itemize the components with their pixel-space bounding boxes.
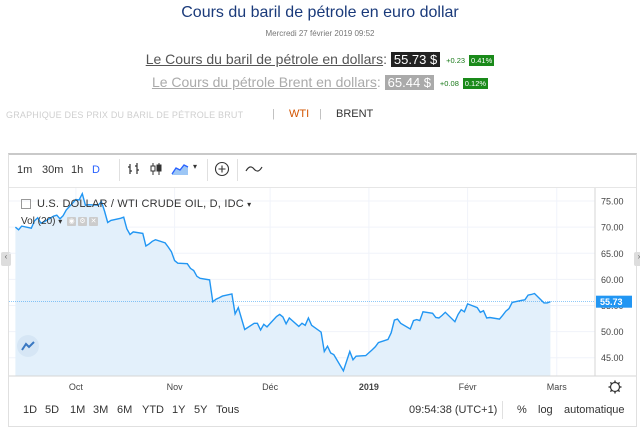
wti-quote-colon: : bbox=[383, 51, 387, 67]
brent-price-badge: 65.44 $ bbox=[384, 75, 435, 90]
page-title: Cours du baril de pétrole en euro dollar bbox=[181, 4, 459, 21]
chart-settings-icon-tooth bbox=[609, 381, 613, 385]
x-tick-label: 2019 bbox=[359, 382, 379, 392]
brent-quote-colon: : bbox=[376, 74, 381, 90]
interval-1h-button[interactable]: 1h bbox=[71, 164, 84, 176]
x-tick-label: Mars bbox=[547, 382, 567, 392]
candles-style-icon[interactable] bbox=[149, 162, 163, 179]
y-tick-label: 65.00 bbox=[601, 249, 624, 259]
range-all-button[interactable]: Tous bbox=[216, 404, 240, 416]
scroll-right-icon[interactable]: › bbox=[634, 252, 640, 266]
range-1m-button[interactable]: 1M bbox=[70, 404, 86, 416]
tradingview-logo-icon[interactable] bbox=[17, 335, 39, 357]
legend-title: U.S. DOLLAR / WTI CRUDE OIL, D, IDC ▾ bbox=[21, 198, 251, 210]
range-6m-button[interactable]: 6M bbox=[117, 404, 133, 416]
chart-settings-icon-tooth bbox=[609, 389, 613, 393]
chart-widget: ‹ › 1m 30m 1h D ▾ 75.00 70.00 65.00 60.00 55… bbox=[1, 153, 640, 427]
x-tick-label: Oct bbox=[69, 382, 84, 392]
wti-percent-badge: 0.41% bbox=[469, 54, 495, 66]
chart-toolbar: 1m 30m 1h D ▾ bbox=[9, 155, 636, 188]
tab-separator: | bbox=[272, 108, 275, 120]
price-line bbox=[14, 191, 551, 373]
brent-quote-label[interactable]: Le Cours du pétrole Brent en dollars bbox=[151, 74, 377, 90]
tab-separator: | bbox=[319, 108, 322, 120]
brent-quote-row: Le Cours du pétrole Brent en dollars: 65… bbox=[0, 74, 640, 90]
toolbar-divider bbox=[119, 159, 120, 181]
close-icon[interactable]: ✕ bbox=[89, 216, 99, 226]
log-scale-button[interactable]: log bbox=[538, 404, 553, 416]
tab-wti[interactable]: WTI bbox=[289, 108, 310, 120]
auto-scale-button[interactable]: automatique bbox=[564, 404, 625, 416]
toolbar-divider bbox=[207, 159, 208, 181]
indicators-icon[interactable] bbox=[245, 162, 263, 179]
range-5d-button[interactable]: 5D bbox=[45, 404, 60, 416]
range-ytd-button[interactable]: YTD bbox=[142, 404, 164, 416]
chart-settings-icon-tooth bbox=[617, 381, 621, 385]
footer-divider bbox=[502, 401, 503, 419]
y-tick-label: 45.00 bbox=[601, 353, 624, 363]
bars-style-icon[interactable] bbox=[127, 162, 141, 179]
range-1y-button[interactable]: 1Y bbox=[172, 404, 186, 416]
brent-percent-badge: 0.12% bbox=[462, 77, 489, 89]
x-tick-label: Déc bbox=[262, 382, 279, 392]
area-style-icon[interactable] bbox=[171, 162, 189, 179]
brent-change: +0.08 bbox=[439, 78, 459, 88]
toolbar-divider bbox=[237, 159, 238, 181]
wti-change: +0.23 bbox=[446, 55, 466, 65]
page-date: Mercredi 27 février 2019 09:52 bbox=[265, 29, 375, 38]
legend-symbol: U.S. DOLLAR / WTI CRUDE OIL, D, IDC bbox=[37, 198, 244, 210]
timestamp: 09:54:38 (UTC+1) bbox=[409, 404, 498, 416]
interval-d-button[interactable]: D bbox=[92, 164, 100, 176]
last-price-badge bbox=[596, 295, 632, 308]
x-tick-label: Févr bbox=[459, 382, 477, 392]
range-1d-button[interactable]: 1D bbox=[23, 404, 38, 416]
chart-footer: 1D 5D 1M 3M 6M YTD 1Y 5Y Tous 09:54:38 (… bbox=[9, 399, 636, 423]
percent-scale-button[interactable]: % bbox=[517, 404, 527, 416]
y-tick-label: 60.00 bbox=[601, 275, 624, 285]
wti-quote-label[interactable]: Le Cours du baril de pétrole en dollars bbox=[145, 51, 384, 67]
range-3m-button[interactable]: 3M bbox=[93, 404, 109, 416]
chart-tabs: GRAPHIQUE DES PRIX DU BARIL DE PÉTROLE B… bbox=[0, 108, 640, 124]
scroll-left-icon[interactable]: ‹ bbox=[1, 252, 11, 266]
tab-brent[interactable]: BRENT bbox=[336, 108, 374, 120]
y-tick-label: 75.00 bbox=[601, 197, 624, 207]
chart-settings-icon-tooth bbox=[617, 389, 621, 393]
settings-icon[interactable]: ⚙ bbox=[78, 216, 88, 226]
price-area bbox=[15, 193, 551, 376]
y-tick-label: 50.00 bbox=[601, 327, 624, 337]
tabs-heading: GRAPHIQUE DES PRIX DU BARIL DE PÉTROLE B… bbox=[6, 110, 244, 120]
last-price-label: 55.73 bbox=[600, 297, 623, 307]
interval-1m-button[interactable]: 1m bbox=[17, 164, 33, 176]
collapse-legend-icon[interactable] bbox=[21, 199, 31, 210]
y-tick-label: 70.00 bbox=[601, 223, 624, 233]
price-chart[interactable]: 75.0070.0065.0060.0055.0050.0045.0055.73… bbox=[9, 188, 636, 398]
interval-30m-button[interactable]: 30m bbox=[42, 164, 64, 176]
legend-volume: Vol (20) ▾ ◉ ⚙ ✕ bbox=[21, 216, 99, 227]
legend-dropdown-icon[interactable]: ▾ bbox=[247, 200, 252, 209]
compare-plus-icon[interactable] bbox=[214, 161, 230, 180]
x-tick-label: Nov bbox=[167, 382, 184, 392]
range-5y-button[interactable]: 5Y bbox=[194, 404, 208, 416]
chart-style-dropdown-icon[interactable]: ▾ bbox=[193, 162, 198, 171]
wti-quote-row: Le Cours du baril de pétrole en dollars:… bbox=[0, 51, 640, 67]
volume-dropdown-icon[interactable]: ▾ bbox=[58, 217, 63, 226]
wti-price-badge: 55.73 $ bbox=[390, 52, 441, 67]
eye-icon[interactable]: ◉ bbox=[67, 216, 77, 226]
volume-label: Vol (20) bbox=[21, 216, 56, 227]
chart-settings-icon[interactable] bbox=[609, 381, 621, 393]
